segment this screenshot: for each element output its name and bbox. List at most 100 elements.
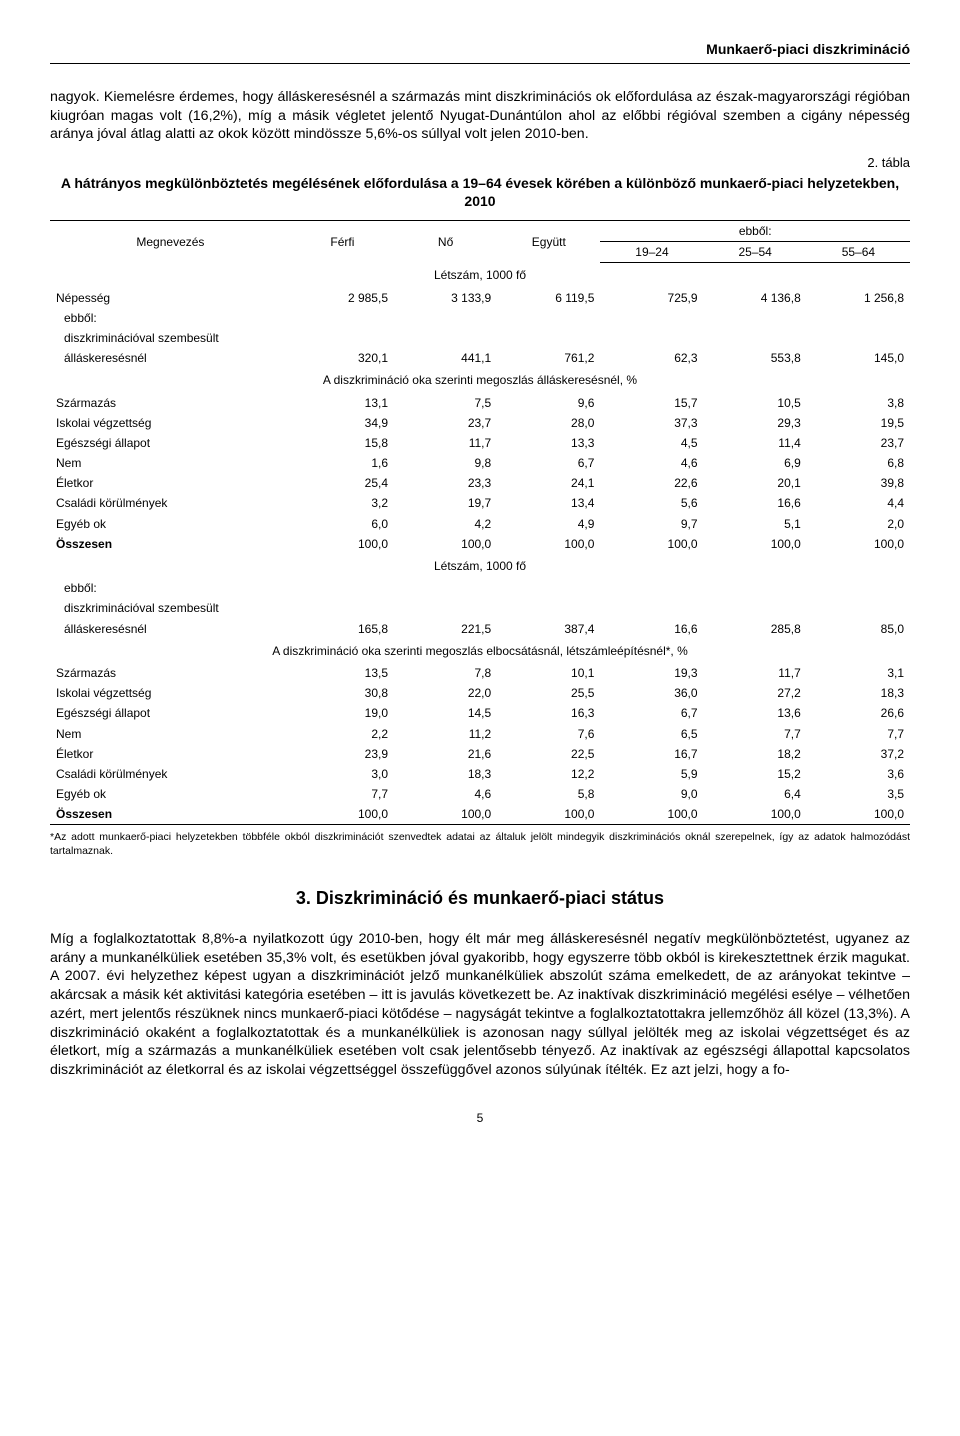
cell-label: Életkor [50, 473, 291, 493]
cell: 285,8 [704, 619, 807, 639]
cell: 10,5 [704, 393, 807, 413]
cell: 2,0 [807, 514, 910, 534]
cell: 4 136,8 [704, 288, 807, 308]
cell: 6,8 [807, 453, 910, 473]
cell: 4,6 [394, 784, 497, 804]
table-row: ebből: [50, 578, 910, 598]
th-55-64: 55–64 [807, 242, 910, 263]
cell-label: álláskeresésnél [50, 348, 291, 368]
cell: 16,7 [600, 744, 703, 764]
cell: 9,6 [497, 393, 600, 413]
cell-label: Népesség [50, 288, 291, 308]
cell: 24,1 [497, 473, 600, 493]
cell: 7,7 [807, 724, 910, 744]
cell: 3,8 [807, 393, 910, 413]
cell: 6 119,5 [497, 288, 600, 308]
cell: 19,3 [600, 663, 703, 683]
cell: 37,3 [600, 413, 703, 433]
cell: 320,1 [291, 348, 394, 368]
cell: 6,7 [497, 453, 600, 473]
cell-label: Összesen [50, 534, 291, 554]
cell: 4,5 [600, 433, 703, 453]
table-row: Nem1,69,86,74,66,96,8 [50, 453, 910, 473]
cell: 23,9 [291, 744, 394, 764]
cell: 36,0 [600, 683, 703, 703]
cell: 100,0 [291, 804, 394, 825]
cell-label: Egészségi állapot [50, 703, 291, 723]
cell: 5,9 [600, 764, 703, 784]
cell: 15,8 [291, 433, 394, 453]
cell: 100,0 [807, 534, 910, 554]
cell: 4,4 [807, 493, 910, 513]
cell: 100,0 [497, 534, 600, 554]
cell-label: diszkriminációval szembesült [50, 598, 910, 618]
table-row: Egészségi állapot19,014,516,36,713,626,6 [50, 703, 910, 723]
cell: 100,0 [600, 534, 703, 554]
cell: 10,1 [497, 663, 600, 683]
cell-label: Származás [50, 663, 291, 683]
section-megoszlas-2: A diszkrimináció oka szerinti megoszlás … [50, 639, 910, 663]
cell-label: Nem [50, 453, 291, 473]
cell: 11,7 [394, 433, 497, 453]
table-row: Iskolai végzettség30,822,025,536,027,218… [50, 683, 910, 703]
cell: 2 985,5 [291, 288, 394, 308]
cell-label: Egyéb ok [50, 514, 291, 534]
cell: 11,4 [704, 433, 807, 453]
cell-label: Egészségi állapot [50, 433, 291, 453]
cell: 12,2 [497, 764, 600, 784]
table-row: Egyéb ok7,74,65,89,06,43,5 [50, 784, 910, 804]
cell: 7,6 [497, 724, 600, 744]
table-row: Népesség 2 985,5 3 133,9 6 119,5 725,9 4… [50, 288, 910, 308]
cell: 7,7 [291, 784, 394, 804]
cell: 19,5 [807, 413, 910, 433]
cell: 16,3 [497, 703, 600, 723]
cell: 20,1 [704, 473, 807, 493]
cell: 100,0 [704, 804, 807, 825]
cell-label: Származás [50, 393, 291, 413]
cell-label: Egyéb ok [50, 784, 291, 804]
table-row: Nem2,211,27,66,57,77,7 [50, 724, 910, 744]
cell: 6,5 [600, 724, 703, 744]
th-megnevezes: Megnevezés [50, 221, 291, 263]
cell: 100,0 [704, 534, 807, 554]
cell-label: diszkriminációval szembesült [50, 328, 910, 348]
cell: 4,2 [394, 514, 497, 534]
th-no: Nő [394, 221, 497, 263]
th-19-24: 19–24 [600, 242, 703, 263]
cell: 11,7 [704, 663, 807, 683]
cell: 5,1 [704, 514, 807, 534]
cell: 25,4 [291, 473, 394, 493]
cell: 29,3 [704, 413, 807, 433]
section-heading-3: 3. Diszkrimináció és munkaerő-piaci stát… [50, 886, 910, 910]
cell: 6,0 [291, 514, 394, 534]
section-megoszlas-1: A diszkrimináció oka szerinti megoszlás … [50, 368, 910, 392]
cell: 165,8 [291, 619, 394, 639]
cell: 13,4 [497, 493, 600, 513]
cell: 100,0 [807, 804, 910, 825]
cell: 100,0 [394, 534, 497, 554]
cell: 9,8 [394, 453, 497, 473]
cell: 11,2 [394, 724, 497, 744]
cell: 27,2 [704, 683, 807, 703]
section-letszam-1: Létszám, 1000 fő [50, 263, 910, 288]
cell: 23,7 [394, 413, 497, 433]
cell: 3 133,9 [394, 288, 497, 308]
cell: 85,0 [807, 619, 910, 639]
table-row: Iskolai végzettség34,923,728,037,329,319… [50, 413, 910, 433]
cell: 13,6 [704, 703, 807, 723]
cell: 23,7 [807, 433, 910, 453]
cell: 4,9 [497, 514, 600, 534]
cell: 22,5 [497, 744, 600, 764]
section-letszam-2: Létszám, 1000 fő [50, 554, 910, 578]
data-table: Megnevezés Férfi Nő Együtt ebből: 19–24 … [50, 220, 910, 825]
table-row: diszkriminációval szembesült [50, 598, 910, 618]
cell: 13,3 [497, 433, 600, 453]
cell: 39,8 [807, 473, 910, 493]
paragraph-1: nagyok. Kiemelésre érdemes, hogy álláske… [50, 88, 910, 144]
cell: 6,9 [704, 453, 807, 473]
cell-label: Családi körülmények [50, 764, 291, 784]
cell: 5,6 [600, 493, 703, 513]
cell: 25,5 [497, 683, 600, 703]
cell: 6,4 [704, 784, 807, 804]
table-row: álláskeresésnél 165,8 221,5 387,4 16,6 2… [50, 619, 910, 639]
